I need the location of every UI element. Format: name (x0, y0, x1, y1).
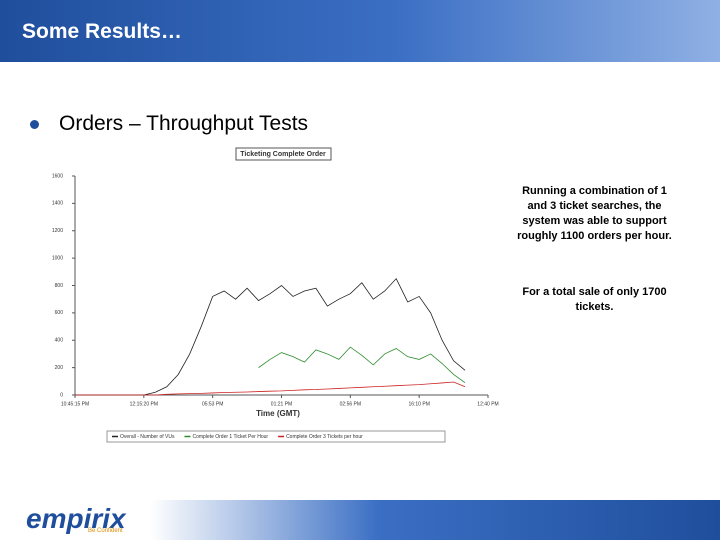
series-line (75, 381, 466, 396)
y-tick-label: 600 (55, 310, 64, 316)
note: Running a combination of 1 and 3 ticket … (517, 185, 672, 242)
bullet-text: Orders – Throughput Tests (59, 112, 309, 135)
y-tick-label: 1200 (52, 228, 63, 234)
logo: empirix (26, 503, 126, 534)
note: For a total sale of only 1700 tickets. (522, 286, 667, 313)
legend-label: Complete Order 3 Tickets per hour (286, 434, 363, 440)
chart-title-box (235, 147, 332, 161)
legend-label: Overall - Number of VUs (120, 434, 175, 440)
y-tick-label: 200 (55, 365, 64, 371)
legend (106, 430, 446, 443)
y-tick-label: 0 (60, 392, 63, 398)
series-line (258, 346, 466, 384)
y-tick-label: 1400 (52, 201, 63, 207)
x-tick-label: 12:40 PM (477, 401, 498, 407)
x-tick-label: 02:56 PM (340, 401, 361, 407)
x-tick-label: 01:21 PM (271, 401, 292, 407)
bullet: Orders – Throughput Tests (30, 112, 308, 136)
slide-title: Some Results… (22, 20, 182, 43)
y-tick-label: 1600 (52, 173, 63, 179)
x-axis-label: Time (GMT) (256, 409, 300, 418)
legend-label: Complete Order 1 Ticket Per Hour (192, 434, 268, 440)
x-tick-label: 12:15:20 PM (130, 401, 158, 407)
tagline: Be Confident (88, 528, 123, 534)
series-line (75, 277, 466, 396)
x-tick-label: 16:10 PM (408, 401, 429, 407)
footer-band (150, 500, 720, 540)
y-tick-label: 1000 (52, 255, 63, 261)
x-tick-label: 05:53 PM (202, 401, 223, 407)
y-tick-label: 400 (55, 338, 64, 344)
header: Some Results… (0, 0, 720, 62)
y-tick-label: 800 (55, 283, 64, 289)
chart-title: Ticketing Complete Order (240, 151, 326, 158)
x-tick-label: 10:45:15 PM (61, 401, 89, 407)
